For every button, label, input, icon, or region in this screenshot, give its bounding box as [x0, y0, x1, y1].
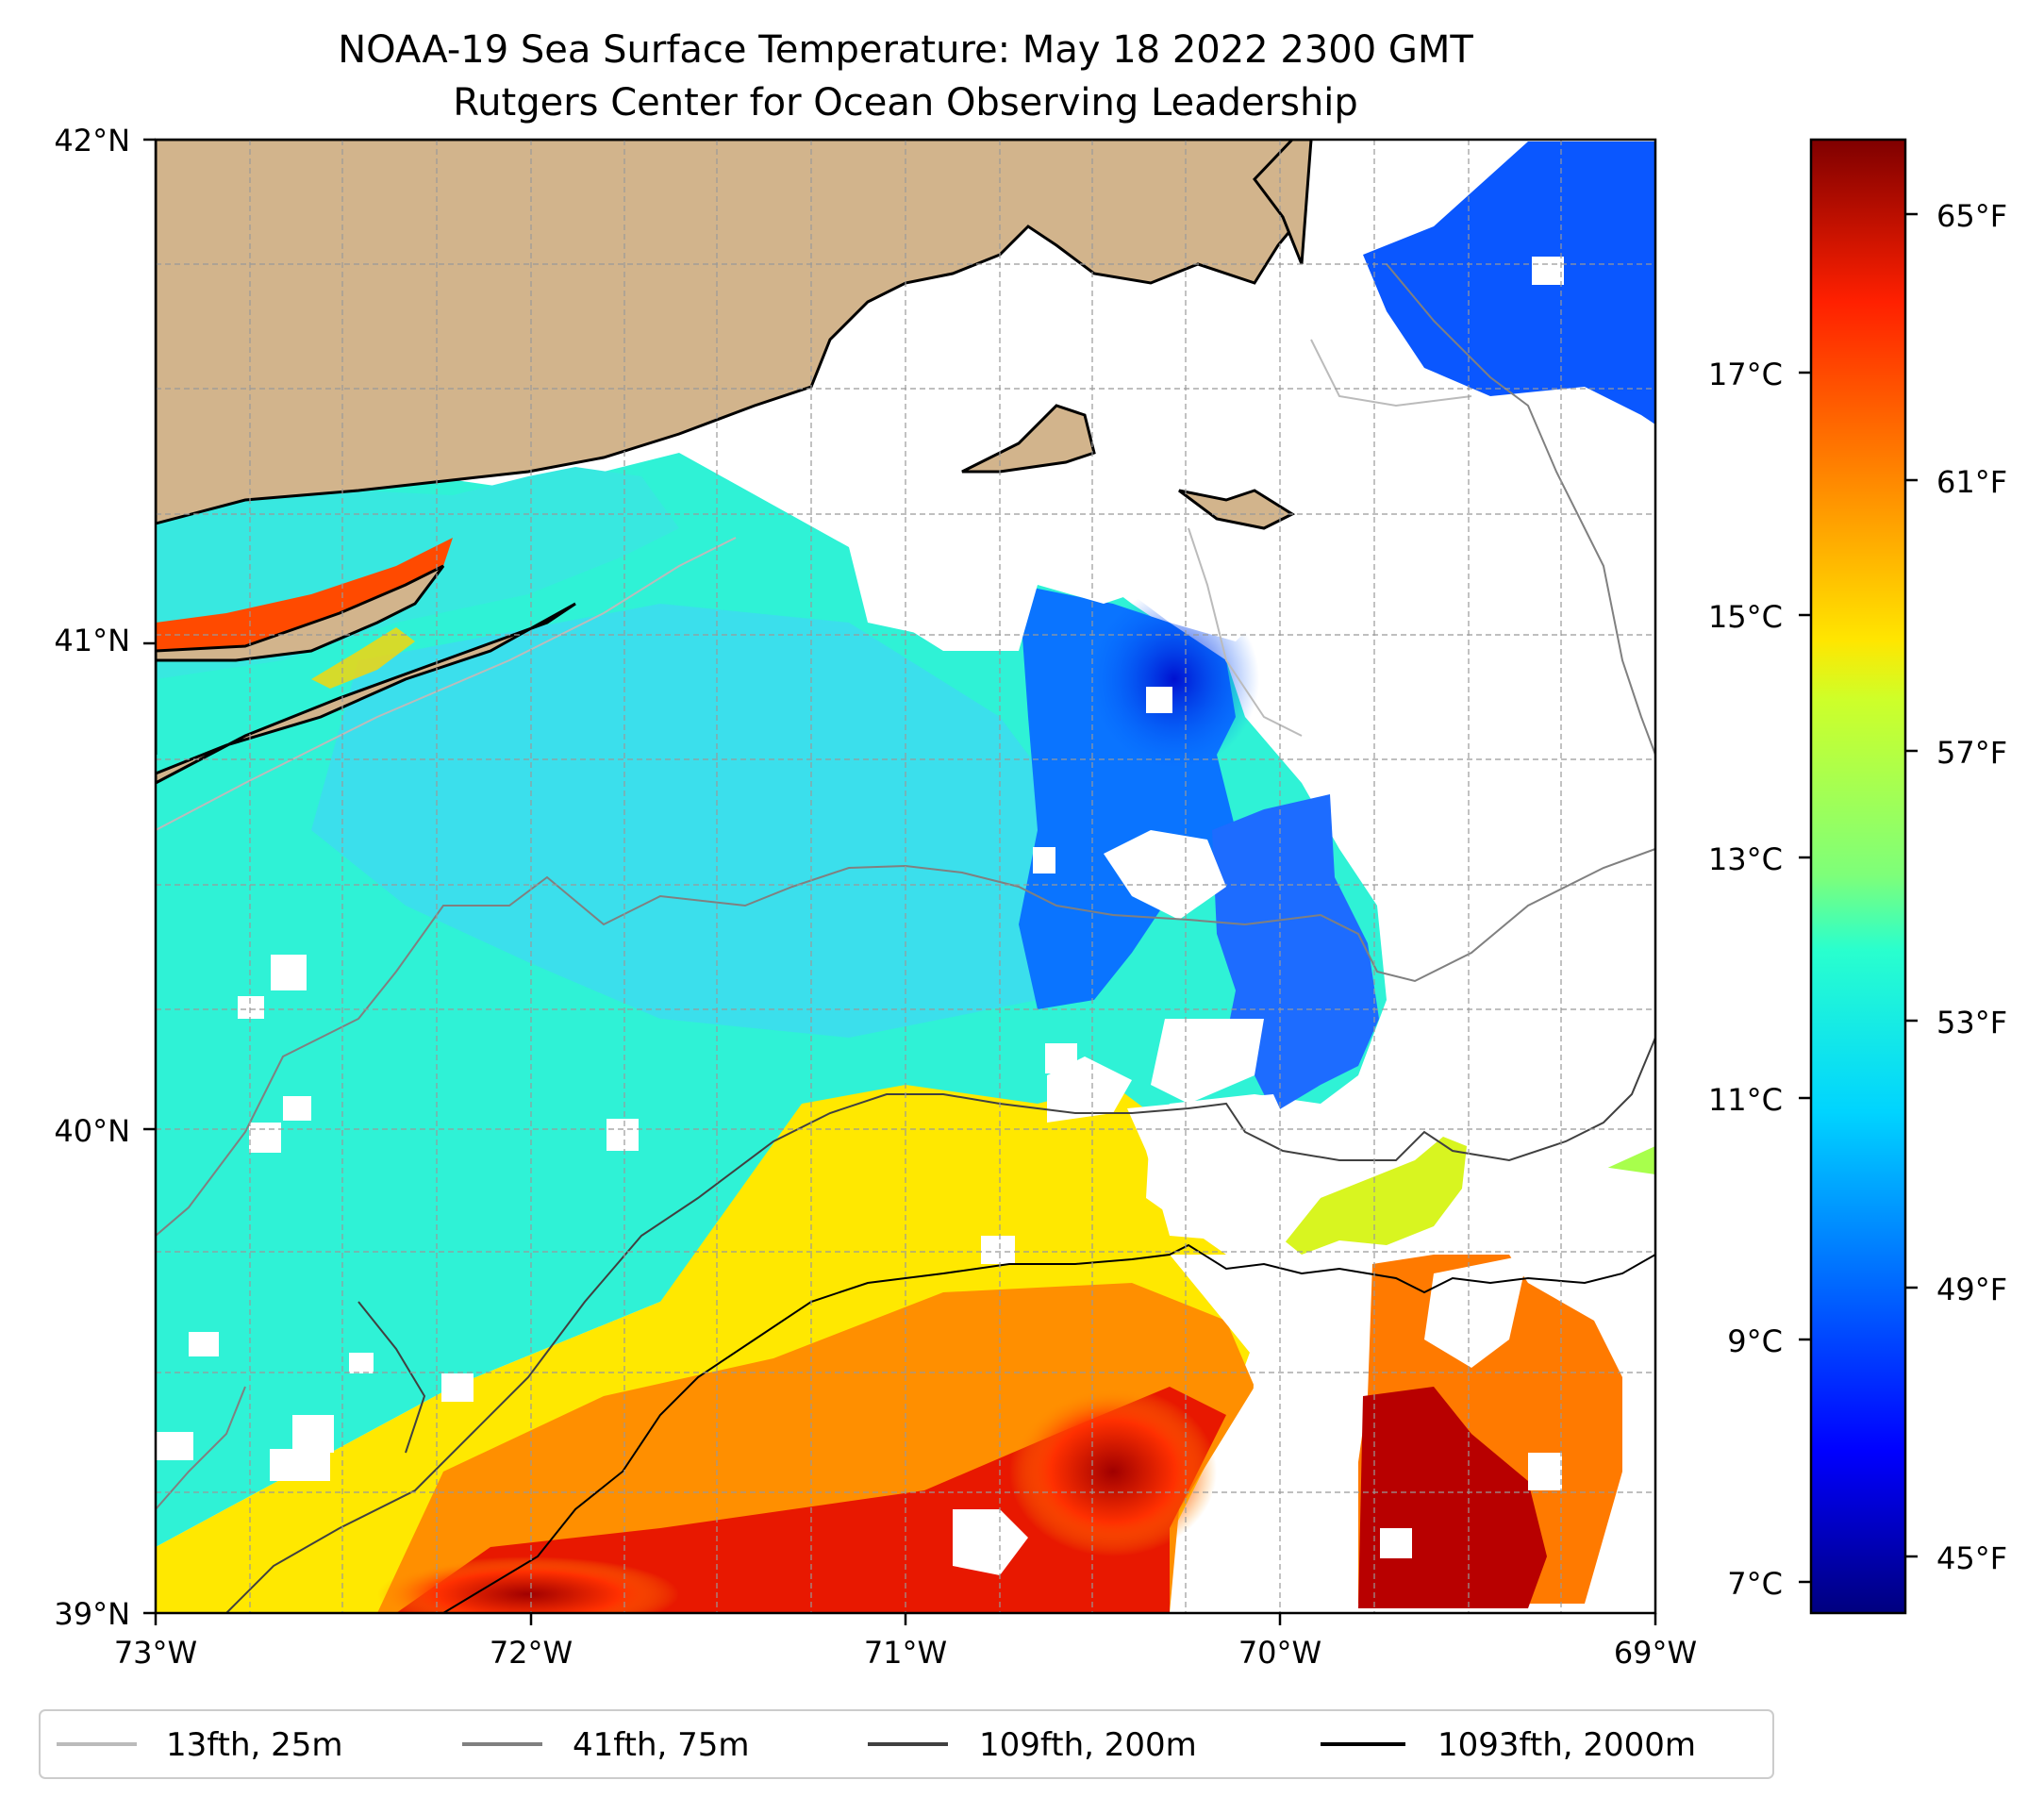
lon-tick-70w: 70°W [1238, 1635, 1321, 1671]
sst-warm-east-yellow [1278, 1137, 1467, 1255]
colorbar-f-tick-marks [1905, 212, 1918, 1558]
lon-tick-73w: 73°W [114, 1635, 197, 1671]
chart-title-line1: NOAA-19 Sea Surface Temperature: May 18 … [338, 28, 1473, 72]
bathymetry-contours [156, 141, 1655, 1613]
sst-midshelf-light-blue [311, 604, 1085, 1038]
lon-tick-69w: 69°W [1614, 1635, 1697, 1671]
colorbar: 17°C 15°C 13°C 11°C 9°C 7°C 65°F 61°F 57… [1708, 138, 2007, 1615]
lon-tick-72w: 72°W [490, 1635, 573, 1671]
chart-title-line2: Rutgers Center for Ocean Observing Leade… [453, 81, 1358, 125]
f-tick-53: 53°F [1936, 1005, 2007, 1040]
f-tick-49: 49°F [1936, 1272, 2007, 1307]
sst-sound-warm [156, 538, 453, 651]
sst-warm-core [1009, 1387, 1217, 1556]
land-cape-cod [1253, 140, 1313, 265]
colorbar-gradient [1809, 138, 1907, 1615]
colorbar-celsius-ticks: 17°C 15°C 13°C 11°C 9°C 7°C [1708, 357, 1783, 1602]
lat-tick-39n: 39°N [54, 1596, 130, 1632]
legend-item-75m: 41fth, 75m [462, 1726, 750, 1764]
legend-item-200m: 109fth, 200m [868, 1726, 1197, 1764]
sst-cold-patch-northeast [1363, 141, 1655, 424]
c-tick-15: 15°C [1708, 599, 1783, 635]
c-tick-13: 13°C [1708, 841, 1783, 877]
sst-warm-red [396, 1387, 1226, 1613]
gridlines [156, 140, 1655, 1613]
lon-tick-marks [154, 1613, 1657, 1625]
land-marthas-vineyard [961, 404, 1096, 474]
lat-tick-41n: 41°N [54, 623, 130, 658]
land-long-island [156, 564, 576, 785]
legend-label-2000m: 1093fth, 2000m [1437, 1726, 1696, 1764]
legend-item-2000m: 1093fth, 2000m [1321, 1726, 1696, 1764]
lat-tick-40n: 40°N [54, 1113, 130, 1149]
f-tick-45: 45°F [1936, 1540, 2007, 1576]
lon-ticks: 73°W 72°W 71°W 70°W 69°W [114, 1635, 1697, 1671]
c-tick-9: 9°C [1727, 1323, 1783, 1359]
f-tick-61: 61°F [1936, 464, 2007, 500]
contour-25m [156, 141, 1472, 831]
f-tick-65: 65°F [1936, 198, 2007, 234]
c-tick-7: 7°C [1727, 1566, 1783, 1602]
land-masses [156, 140, 1313, 785]
legend-label-25m: 13fth, 25m [166, 1726, 343, 1764]
f-tick-57: 57°F [1936, 735, 2007, 771]
c-tick-17: 17°C [1708, 357, 1783, 392]
lat-ticks: 42°N 41°N 40°N 39°N [54, 123, 130, 1632]
contour-2000m [442, 1243, 1655, 1613]
c-tick-11: 11°C [1708, 1082, 1783, 1118]
legend: 13fth, 25m 41fth, 75m 109fth, 200m 1093f… [39, 1709, 1774, 1779]
legend-label-75m: 41fth, 75m [573, 1726, 750, 1764]
legend-label-200m: 109fth, 200m [979, 1726, 1197, 1764]
lat-tick-marks [143, 138, 156, 1615]
colorbar-fahrenheit-ticks: 65°F 61°F 57°F 53°F 49°F 45°F [1936, 198, 2007, 1576]
legend-item-25m: 13fth, 25m [57, 1726, 343, 1764]
colorbar-c-tick-marks [1799, 371, 1811, 1584]
lon-tick-71w: 71°W [864, 1635, 947, 1671]
lat-tick-42n: 42°N [54, 123, 130, 158]
sst-sound-yellow [311, 627, 415, 689]
sst-warm-core-west [377, 1556, 679, 1613]
map-area [156, 140, 1655, 1613]
